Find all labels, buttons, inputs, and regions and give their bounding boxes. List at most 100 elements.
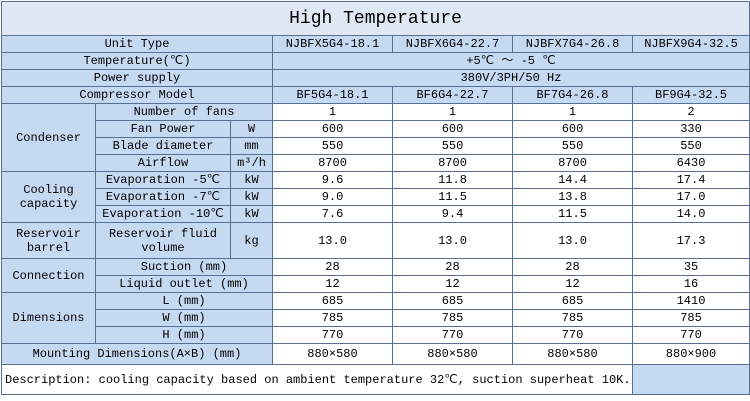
- value: 6430: [631, 154, 750, 172]
- table-row: Dimensions L (mm) 685 685 685 1410: [1, 292, 750, 344]
- value: 880×900: [631, 343, 750, 365]
- value: 8700: [272, 154, 393, 172]
- table-row: Liquid outlet (mm) 12 12 12 16: [2, 275, 750, 293]
- value: 14.4: [512, 171, 633, 189]
- compressor-name: BF9G4-32.5: [631, 86, 750, 104]
- value: 28: [392, 258, 513, 276]
- group-label: Dimensions: [1, 292, 96, 344]
- value: 550: [512, 137, 633, 155]
- value: 770: [512, 326, 633, 344]
- group-label: Cooling capacity: [1, 171, 96, 223]
- row-label: Airflow: [95, 154, 231, 172]
- value: 8700: [512, 154, 633, 172]
- unit: kW: [230, 188, 273, 206]
- value: 785: [392, 309, 513, 327]
- value: 13.0: [272, 222, 393, 259]
- value: 685: [392, 292, 513, 310]
- table-row: Evaporation -10℃ kW 7.6 9.4 11.5 14.0: [2, 205, 750, 223]
- table-row: Fan Power W 600 600 600 330: [2, 120, 750, 138]
- row-label: Power supply: [1, 69, 273, 87]
- row-label: W (mm): [95, 309, 273, 327]
- row-value: +5℃ ～ -5 ℃: [271, 52, 750, 70]
- value: 13.0: [392, 222, 513, 259]
- table-row: Temperature(℃) +5℃ ～ -5 ℃: [1, 52, 750, 70]
- unit: kW: [230, 171, 273, 189]
- value: 11.8: [392, 171, 513, 189]
- value: 600: [272, 120, 393, 138]
- row-label: Number of fans: [95, 103, 273, 121]
- model-name: NJBFX9G4-32.5: [631, 35, 750, 53]
- value: 9.4: [392, 205, 513, 223]
- value: 11.5: [512, 205, 633, 223]
- value: 14.0: [631, 205, 750, 223]
- row-label: Fan Power: [95, 120, 231, 138]
- row-label: Evaporation -5℃: [95, 171, 231, 189]
- value: 9.0: [272, 188, 393, 206]
- row-label: Evaporation -7℃: [95, 188, 231, 206]
- value: 770: [392, 326, 513, 344]
- table-row: H (mm) 770 770 770 770: [2, 326, 750, 344]
- value: 785: [272, 309, 393, 327]
- compressor-name: BF5G4-18.1: [272, 86, 393, 104]
- unit: kW: [230, 205, 273, 223]
- value: 1410: [631, 292, 750, 310]
- row-label: Unit Type: [1, 35, 273, 53]
- value: 1: [272, 103, 393, 121]
- row-label: Temperature(℃): [1, 52, 273, 70]
- unit: m³/h: [230, 154, 273, 172]
- row-label: Blade diameter: [95, 137, 231, 155]
- row-label: Reservoir fluid volume: [95, 222, 231, 259]
- unit: kg: [230, 222, 273, 259]
- table-row: Description: cooling capacity based on a…: [1, 364, 750, 395]
- value: 12: [392, 275, 513, 293]
- table-row: Evaporation -7℃ kW 9.0 11.5 13.8 17.0: [2, 188, 750, 206]
- row-label: Compressor Model: [1, 86, 273, 104]
- table-row: Airflow m³/h 8700 8700 8700 6430: [2, 154, 750, 172]
- value: 13.8: [512, 188, 633, 206]
- value: 17.0: [631, 188, 750, 206]
- compressor-name: BF6G4-22.7: [392, 86, 513, 104]
- value: 2: [631, 103, 750, 121]
- table-row: Compressor Model BF5G4-18.1 BF6G4-22.7 BF7G…: [1, 86, 750, 104]
- row-label: Suction (mm): [95, 258, 273, 276]
- group-label: Reservoir barrel: [1, 222, 96, 259]
- model-name: NJBFX7G4-26.8: [512, 35, 633, 53]
- value: 9.6: [272, 171, 393, 189]
- value: 11.5: [392, 188, 513, 206]
- value: 7.6: [272, 205, 393, 223]
- value: 785: [631, 309, 750, 327]
- value: 600: [512, 120, 633, 138]
- unit: mm: [230, 137, 273, 155]
- value: 16: [631, 275, 750, 293]
- unit: W: [230, 120, 273, 138]
- table-row: High Temperature: [0, 1, 750, 36]
- value: 12: [512, 275, 633, 293]
- value: 685: [512, 292, 633, 310]
- table-row: Blade diameter mm 550 550 550 550: [2, 137, 750, 155]
- value: 785: [512, 309, 633, 327]
- model-name: NJBFX5G4-18.1: [272, 35, 393, 53]
- value: 330: [631, 120, 750, 138]
- row-label: Liquid outlet (mm): [95, 275, 273, 293]
- row-label: Evaporation -10℃: [95, 205, 231, 223]
- row-value: 380V/3PH/50 Hz: [271, 69, 750, 87]
- value: 550: [272, 137, 393, 155]
- compressor-name: BF7G4-26.8: [512, 86, 633, 104]
- table-title: High Temperature: [0, 1, 750, 36]
- table-row: Mounting Dimensions(A×B) (mm) 880×580 880×…: [1, 343, 750, 365]
- value: 1: [512, 103, 633, 121]
- value: 8700: [392, 154, 513, 172]
- row-label: Mounting Dimensions(A×B) (mm): [1, 343, 273, 365]
- value: 880×580: [392, 343, 513, 365]
- table-row: Reservoir barrel Reservoir fluid volume kg…: [1, 222, 750, 259]
- blank-cell: [631, 364, 750, 395]
- group-label: Condenser: [1, 103, 96, 172]
- value: 550: [392, 137, 513, 155]
- table-row: Power supply 380V/3PH/50 Hz: [1, 69, 750, 87]
- model-name: NJBFX6G4-22.7: [392, 35, 513, 53]
- value: 685: [272, 292, 393, 310]
- row-label: H (mm): [95, 326, 273, 344]
- table-row: Unit Type NJBFX5G4-18.1 NJBFX6G4-22.7 NJBFX…: [1, 35, 750, 53]
